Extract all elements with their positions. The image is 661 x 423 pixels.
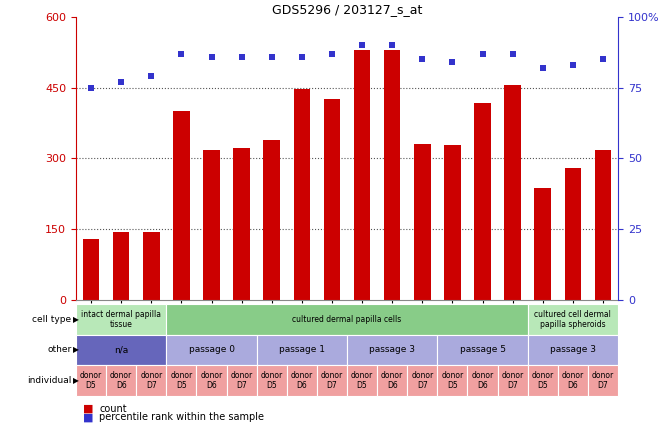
Text: donor
D5: donor D5: [531, 371, 554, 390]
Text: cultured cell dermal
papilla spheroids: cultured cell dermal papilla spheroids: [535, 310, 611, 329]
Text: other: other: [47, 345, 71, 354]
Bar: [203, 150, 220, 300]
Text: donor
D5: donor D5: [260, 371, 283, 390]
Text: donor
D5: donor D5: [80, 371, 102, 390]
Bar: [444, 145, 461, 300]
Text: donor
D5: donor D5: [351, 371, 373, 390]
Text: donor
D6: donor D6: [110, 371, 132, 390]
Text: intact dermal papilla
tissue: intact dermal papilla tissue: [81, 310, 161, 329]
Text: percentile rank within the sample: percentile rank within the sample: [99, 412, 264, 422]
Text: donor
D6: donor D6: [562, 371, 584, 390]
Text: donor
D7: donor D7: [140, 371, 163, 390]
Text: passage 1: passage 1: [279, 345, 325, 354]
Bar: [564, 168, 581, 300]
Bar: [595, 150, 611, 300]
Title: GDS5296 / 203127_s_at: GDS5296 / 203127_s_at: [272, 3, 422, 16]
Bar: [535, 188, 551, 300]
Text: ▶: ▶: [73, 315, 79, 324]
Text: count: count: [99, 404, 127, 414]
Text: donor
D6: donor D6: [200, 371, 223, 390]
Bar: [264, 140, 280, 300]
Text: passage 3: passage 3: [550, 345, 596, 354]
Text: passage 5: passage 5: [459, 345, 506, 354]
Bar: [173, 111, 190, 300]
Bar: [293, 88, 310, 300]
Bar: [143, 233, 159, 300]
Text: donor
D7: donor D7: [321, 371, 343, 390]
Text: donor
D6: donor D6: [381, 371, 403, 390]
Text: ▶: ▶: [73, 376, 79, 385]
Text: donor
D6: donor D6: [291, 371, 313, 390]
Bar: [414, 144, 430, 300]
Text: n/a: n/a: [114, 345, 128, 354]
Text: donor
D7: donor D7: [411, 371, 434, 390]
Text: ▶: ▶: [73, 345, 79, 354]
Text: ■: ■: [83, 412, 93, 422]
Text: passage 3: passage 3: [369, 345, 415, 354]
Text: passage 0: passage 0: [188, 345, 235, 354]
Text: cell type: cell type: [32, 315, 71, 324]
Bar: [384, 50, 401, 300]
Text: donor
D7: donor D7: [231, 371, 253, 390]
Text: donor
D5: donor D5: [171, 371, 192, 390]
Bar: [83, 239, 99, 300]
Text: donor
D7: donor D7: [502, 371, 524, 390]
Text: donor
D7: donor D7: [592, 371, 614, 390]
Bar: [324, 99, 340, 300]
Bar: [233, 148, 250, 300]
Bar: [504, 85, 521, 300]
Bar: [354, 50, 370, 300]
Text: ■: ■: [83, 404, 93, 414]
Text: cultured dermal papilla cells: cultured dermal papilla cells: [292, 315, 402, 324]
Text: donor
D5: donor D5: [442, 371, 463, 390]
Text: individual: individual: [27, 376, 71, 385]
Bar: [113, 231, 130, 300]
Bar: [474, 103, 491, 300]
Text: donor
D6: donor D6: [471, 371, 494, 390]
